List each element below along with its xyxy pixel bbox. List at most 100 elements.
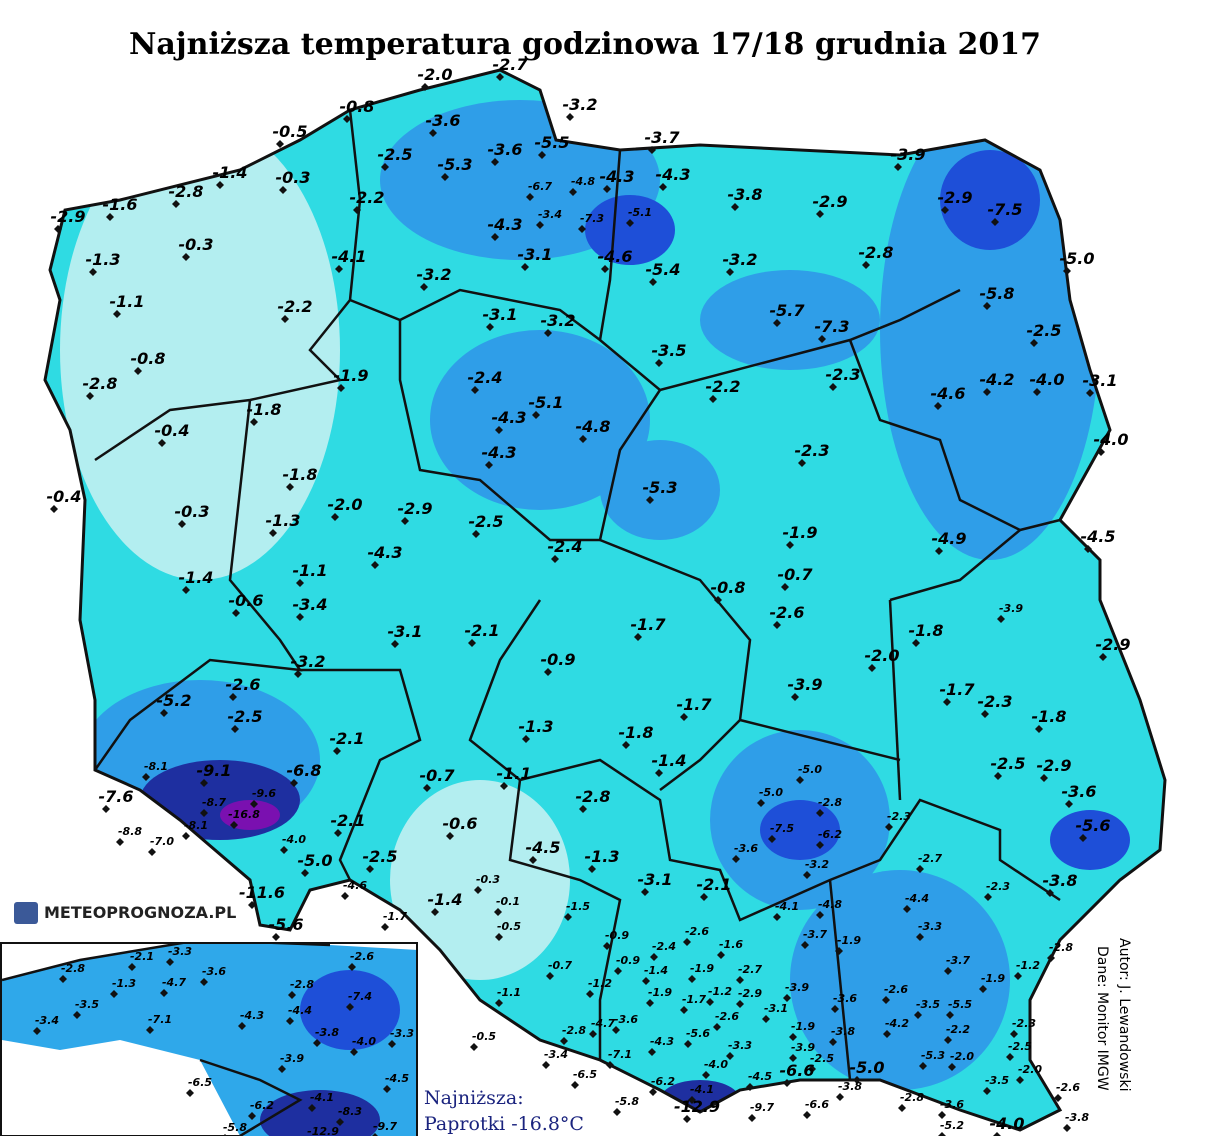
station-marker bbox=[495, 426, 503, 434]
station-temperature: -1.9 bbox=[783, 523, 818, 542]
station-marker bbox=[614, 967, 622, 975]
inset bbox=[0, 942, 418, 1136]
station-temperature: -2.6 bbox=[685, 925, 709, 938]
station-temperature: -1.4 bbox=[213, 163, 248, 182]
station-marker bbox=[938, 1132, 946, 1136]
station-temperature: -2.8 bbox=[169, 182, 204, 201]
station-temperature: -0.1 bbox=[496, 895, 520, 908]
station-marker bbox=[353, 206, 361, 214]
station-marker bbox=[726, 268, 734, 276]
station-marker bbox=[1046, 889, 1054, 897]
station-temperature: -1.8 bbox=[283, 465, 318, 484]
station-marker bbox=[216, 181, 224, 189]
station-marker bbox=[1063, 267, 1071, 275]
station-marker bbox=[736, 1000, 744, 1008]
station-temperature: -2.0 bbox=[1018, 1063, 1042, 1076]
station-temperature: -1.3 bbox=[112, 977, 136, 990]
station-temperature: -3.4 bbox=[538, 208, 562, 221]
station-temperature: -2.1 bbox=[465, 621, 500, 640]
station-temperature: -1.3 bbox=[585, 847, 620, 866]
station-temperature: -7.6 bbox=[99, 787, 134, 806]
station-temperature: -5.0 bbox=[798, 763, 822, 776]
station-marker bbox=[294, 670, 302, 678]
station-temperature: -1.8 bbox=[1032, 707, 1067, 726]
station-marker bbox=[659, 183, 667, 191]
station-marker bbox=[286, 1017, 294, 1025]
station-temperature: -2.7 bbox=[738, 963, 762, 976]
station-marker bbox=[803, 871, 811, 879]
station-marker bbox=[470, 1043, 478, 1051]
station-marker bbox=[33, 1027, 41, 1035]
station-temperature: -2.6 bbox=[715, 1010, 739, 1023]
station-temperature: -7.3 bbox=[580, 212, 604, 225]
station-temperature: -3.3 bbox=[390, 1027, 414, 1040]
station-temperature: -1.4 bbox=[428, 890, 463, 909]
station-marker bbox=[420, 283, 428, 291]
station-marker bbox=[73, 1011, 81, 1019]
station-marker bbox=[86, 392, 94, 400]
station-temperature: -3.3 bbox=[168, 945, 192, 958]
station-temperature: -11.6 bbox=[239, 883, 285, 902]
station-marker bbox=[500, 782, 508, 790]
station-temperature: -3.9 bbox=[791, 1041, 815, 1054]
station-temperature: -7.5 bbox=[770, 822, 794, 835]
map-title: Najniższa temperatura godzinowa 17/18 gr… bbox=[129, 27, 1041, 62]
station-marker bbox=[853, 1076, 861, 1084]
station-temperature: -2.9 bbox=[738, 987, 762, 1000]
station-marker bbox=[816, 841, 824, 849]
station-marker bbox=[269, 529, 277, 537]
station-temperature: -3.7 bbox=[645, 128, 681, 147]
station-temperature: -1.7 bbox=[682, 993, 706, 1006]
station-marker bbox=[612, 1026, 620, 1034]
station-marker bbox=[946, 1011, 954, 1019]
station-marker bbox=[346, 1003, 354, 1011]
station-temperature: -3.2 bbox=[541, 311, 576, 330]
station-marker bbox=[1014, 972, 1022, 980]
station-temperature: -3.6 bbox=[488, 140, 523, 159]
station-temperature: -5.4 bbox=[646, 260, 681, 279]
station-marker bbox=[59, 975, 67, 983]
station-marker bbox=[683, 1115, 691, 1123]
station-temperature: -3.6 bbox=[426, 111, 461, 130]
station-temperature: -3.1 bbox=[483, 305, 518, 324]
station-marker bbox=[336, 1118, 344, 1126]
station-marker bbox=[250, 800, 258, 808]
station-marker bbox=[431, 908, 439, 916]
station-marker bbox=[381, 163, 389, 171]
station-marker bbox=[783, 1079, 791, 1087]
station-temperature: -2.6 bbox=[770, 603, 805, 622]
station-marker bbox=[919, 1062, 927, 1070]
station-temperature: -2.9 bbox=[51, 207, 86, 226]
station-marker bbox=[816, 809, 824, 817]
station-temperature: -5.6 bbox=[686, 1027, 710, 1040]
station-temperature: -5.5 bbox=[948, 998, 972, 1011]
station-marker bbox=[885, 823, 893, 831]
station-marker bbox=[200, 978, 208, 986]
station-temperature: -5.8 bbox=[980, 284, 1015, 303]
station-marker bbox=[348, 963, 356, 971]
station-marker bbox=[276, 140, 284, 148]
station-temperature: -1.4 bbox=[652, 751, 687, 770]
station-temperature: -4.5 bbox=[1081, 527, 1116, 546]
station-temperature: -2.8 bbox=[290, 978, 314, 991]
station-temperature: -4.3 bbox=[492, 408, 527, 427]
station-temperature: -4.5 bbox=[385, 1072, 409, 1085]
station-marker bbox=[912, 639, 920, 647]
station-temperature: -0.3 bbox=[175, 502, 210, 521]
station-temperature: -2.4 bbox=[548, 537, 583, 556]
station-marker bbox=[288, 991, 296, 999]
station-temperature: -4.8 bbox=[576, 417, 611, 436]
station-marker bbox=[238, 1022, 246, 1030]
station-marker bbox=[726, 1052, 734, 1060]
station-marker bbox=[862, 261, 870, 269]
station-temperature: -3.5 bbox=[985, 1074, 1009, 1087]
station-temperature: -1.9 bbox=[690, 962, 714, 975]
station-marker bbox=[789, 1054, 797, 1062]
station-marker bbox=[984, 893, 992, 901]
station-temperature: -2.1 bbox=[330, 729, 365, 748]
station-marker bbox=[683, 938, 691, 946]
station-temperature: -4.2 bbox=[885, 1017, 909, 1030]
station-temperature: -0.9 bbox=[605, 929, 629, 942]
station-marker bbox=[495, 933, 503, 941]
